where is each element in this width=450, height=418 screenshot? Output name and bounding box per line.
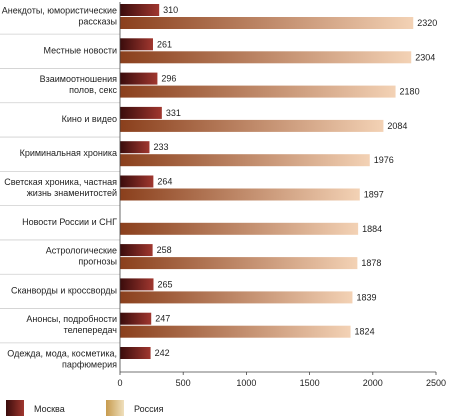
- value-label-russia: 1976: [374, 155, 394, 165]
- value-label-russia: 1878: [361, 258, 381, 268]
- category-label: жизнь знаменитостей: [27, 188, 117, 198]
- value-label-russia: 1897: [364, 190, 384, 200]
- category-label: рассказы: [78, 17, 117, 27]
- bar-moscow: [120, 38, 153, 51]
- category-label: Одежда, мода, косметика,: [7, 349, 117, 359]
- category-label: Анекдоты, юмористические: [2, 6, 117, 16]
- category-label: Криминальная хроника: [20, 148, 117, 158]
- value-label-moscow: 247: [155, 314, 170, 324]
- bar-moscow: [120, 347, 151, 359]
- x-tick-label: 2000: [363, 378, 383, 388]
- bar-russia: [120, 257, 358, 270]
- value-label-moscow: 233: [153, 142, 168, 152]
- value-label-russia: 1824: [355, 327, 375, 337]
- value-label-moscow: 265: [157, 279, 172, 289]
- category-label: Анонсы, подробности: [26, 314, 117, 324]
- value-label-russia: 2320: [417, 18, 437, 28]
- category-label: Светская хроника, частная: [4, 177, 117, 187]
- x-tick-label: 2500: [426, 378, 446, 388]
- x-axis: 0 500 1000 1500 2000 2500: [117, 2, 446, 388]
- value-label-moscow: 242: [155, 348, 170, 358]
- bar-moscow: [120, 278, 154, 291]
- bar-moscow: [120, 72, 158, 85]
- x-tick-label: 500: [176, 378, 191, 388]
- value-label-moscow: 331: [166, 108, 181, 118]
- value-label-moscow: 258: [157, 245, 172, 255]
- legend-swatch-moscow: [6, 400, 24, 416]
- x-tick-label: 1500: [300, 378, 320, 388]
- value-label-russia: 1884: [362, 224, 382, 234]
- value-label-russia: 2304: [415, 52, 435, 62]
- category-label: Новости России и СНГ: [22, 217, 117, 227]
- bar-moscow: [120, 106, 162, 119]
- bar-russia: [120, 291, 353, 304]
- bar-moscow: [120, 4, 160, 16]
- category-label: парфюмерия: [62, 360, 117, 370]
- bar-russia: [120, 325, 351, 338]
- bar-russia: [120, 51, 412, 64]
- category-label: Местные новости: [44, 45, 117, 55]
- value-label-russia: 1839: [356, 292, 376, 302]
- bar-russia: [120, 188, 360, 201]
- bar-russia: [120, 154, 370, 167]
- category-label: Сканворды и кроссворды: [11, 285, 117, 295]
- legend: Москва Россия: [6, 400, 164, 416]
- legend-label-moscow: Москва: [34, 404, 65, 414]
- bar-russia: [120, 222, 359, 235]
- category-label: прогнозы: [78, 257, 117, 267]
- x-tick-label: 1000: [236, 378, 256, 388]
- legend-label-russia: Россия: [134, 404, 164, 414]
- bar-moscow: [120, 175, 154, 188]
- category-label: телепередач: [64, 325, 118, 335]
- category-label: Кино и видео: [62, 114, 117, 124]
- legend-swatch-russia: [106, 400, 124, 416]
- value-label-moscow: 264: [157, 177, 172, 187]
- bar-moscow: [120, 244, 153, 257]
- value-label-moscow: 310: [163, 5, 178, 15]
- value-label-moscow: 296: [161, 74, 176, 84]
- value-label-russia: 2180: [400, 87, 420, 97]
- bar-moscow: [120, 141, 150, 154]
- value-labels: 310 2320 261 2304 296 2180 331 2084 233 1976 264 18…: [153, 5, 437, 358]
- category-label: Взаимоотношения: [40, 74, 117, 84]
- category-label: полов, секс: [69, 85, 117, 95]
- value-label-moscow: 261: [157, 39, 172, 49]
- bar-moscow: [120, 312, 152, 325]
- x-tick-label: 0: [117, 378, 122, 388]
- bar-russia: [120, 17, 414, 29]
- category-label: Астрологические: [46, 246, 117, 256]
- bar-russia: [120, 85, 396, 98]
- category-separators: [0, 33, 120, 344]
- value-label-russia: 2084: [387, 121, 407, 131]
- bar-russia: [120, 119, 384, 132]
- bars: [120, 4, 414, 359]
